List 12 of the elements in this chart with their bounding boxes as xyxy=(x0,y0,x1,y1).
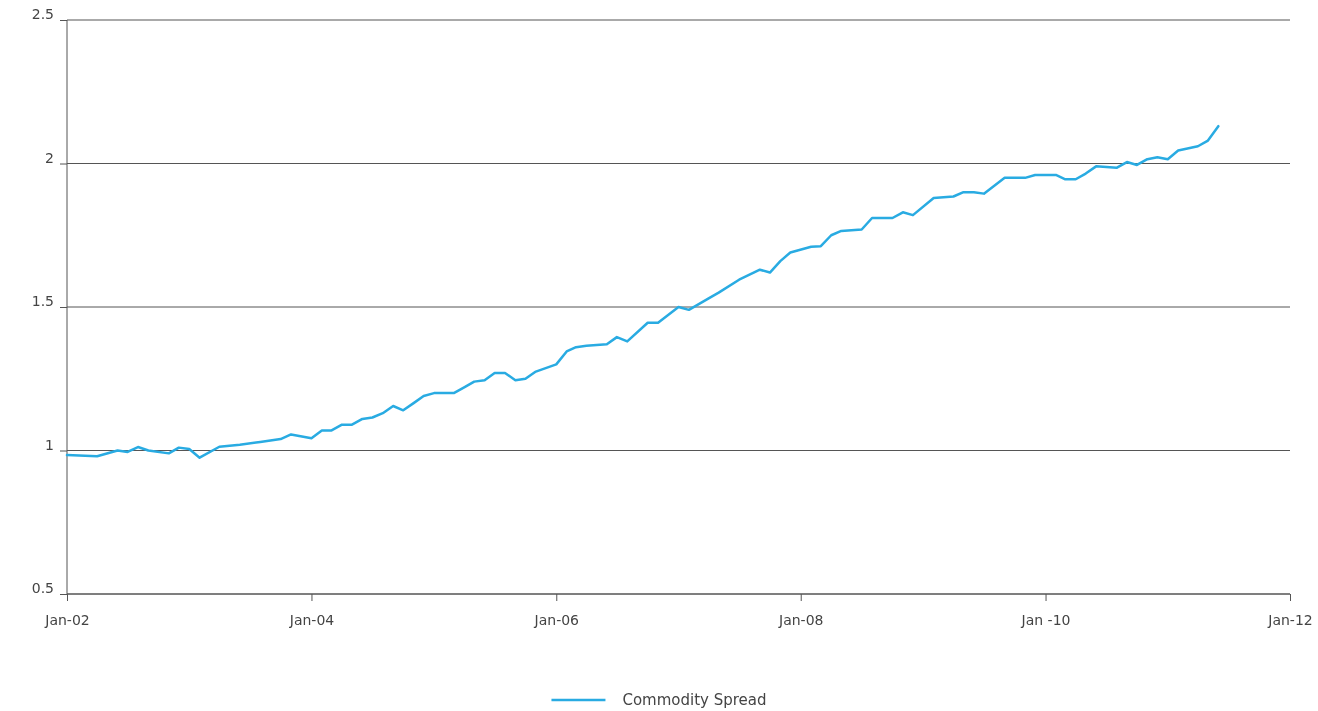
legend-label: Commodity Spread xyxy=(622,691,767,709)
y-tick-label: 1 xyxy=(45,436,54,453)
x-tick-label: Jan -10 xyxy=(1020,611,1071,628)
y-tick-label: 1.5 xyxy=(31,293,54,310)
x-tick-label: Jan-08 xyxy=(778,611,824,628)
y-tick-label: 2 xyxy=(45,149,54,166)
x-tick-label: Jan-06 xyxy=(533,611,580,628)
x-tick-label: Jan-04 xyxy=(288,611,335,628)
x-tick-label: Jan-02 xyxy=(44,611,90,628)
y-tick-label: 0.5 xyxy=(31,580,54,597)
x-tick-label: Jan-12 xyxy=(1267,611,1313,628)
y-tick-label: 2.5 xyxy=(31,6,54,23)
